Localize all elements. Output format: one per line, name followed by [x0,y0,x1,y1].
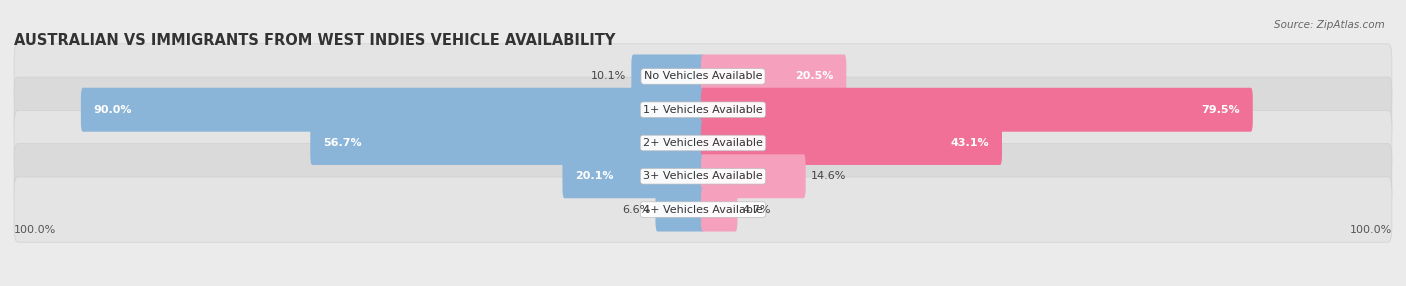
Text: 6.6%: 6.6% [623,204,651,214]
FancyBboxPatch shape [14,44,1392,109]
Text: 3+ Vehicles Available: 3+ Vehicles Available [643,171,763,181]
FancyBboxPatch shape [14,77,1392,142]
FancyBboxPatch shape [14,110,1392,176]
Text: 14.6%: 14.6% [810,171,846,181]
Text: 20.5%: 20.5% [796,72,834,82]
FancyBboxPatch shape [82,88,704,132]
FancyBboxPatch shape [702,54,846,98]
Text: 43.1%: 43.1% [950,138,990,148]
FancyBboxPatch shape [631,54,704,98]
FancyBboxPatch shape [14,177,1392,242]
Text: 100.0%: 100.0% [14,225,56,235]
Text: AUSTRALIAN VS IMMIGRANTS FROM WEST INDIES VEHICLE AVAILABILITY: AUSTRALIAN VS IMMIGRANTS FROM WEST INDIE… [14,33,616,48]
Text: 20.1%: 20.1% [575,171,613,181]
Text: 90.0%: 90.0% [93,105,132,115]
Text: 79.5%: 79.5% [1202,105,1240,115]
FancyBboxPatch shape [702,154,806,198]
Text: 10.1%: 10.1% [592,72,627,82]
Text: 1+ Vehicles Available: 1+ Vehicles Available [643,105,763,115]
Text: 4.7%: 4.7% [742,204,770,214]
Text: 56.7%: 56.7% [323,138,361,148]
FancyBboxPatch shape [655,188,704,232]
Text: No Vehicles Available: No Vehicles Available [644,72,762,82]
FancyBboxPatch shape [14,144,1392,209]
Text: 2+ Vehicles Available: 2+ Vehicles Available [643,138,763,148]
Text: Source: ZipAtlas.com: Source: ZipAtlas.com [1274,20,1385,30]
FancyBboxPatch shape [702,88,1253,132]
Text: 4+ Vehicles Available: 4+ Vehicles Available [643,204,763,214]
Text: 100.0%: 100.0% [1350,225,1392,235]
FancyBboxPatch shape [702,188,738,232]
FancyBboxPatch shape [562,154,704,198]
FancyBboxPatch shape [311,121,704,165]
FancyBboxPatch shape [702,121,1002,165]
